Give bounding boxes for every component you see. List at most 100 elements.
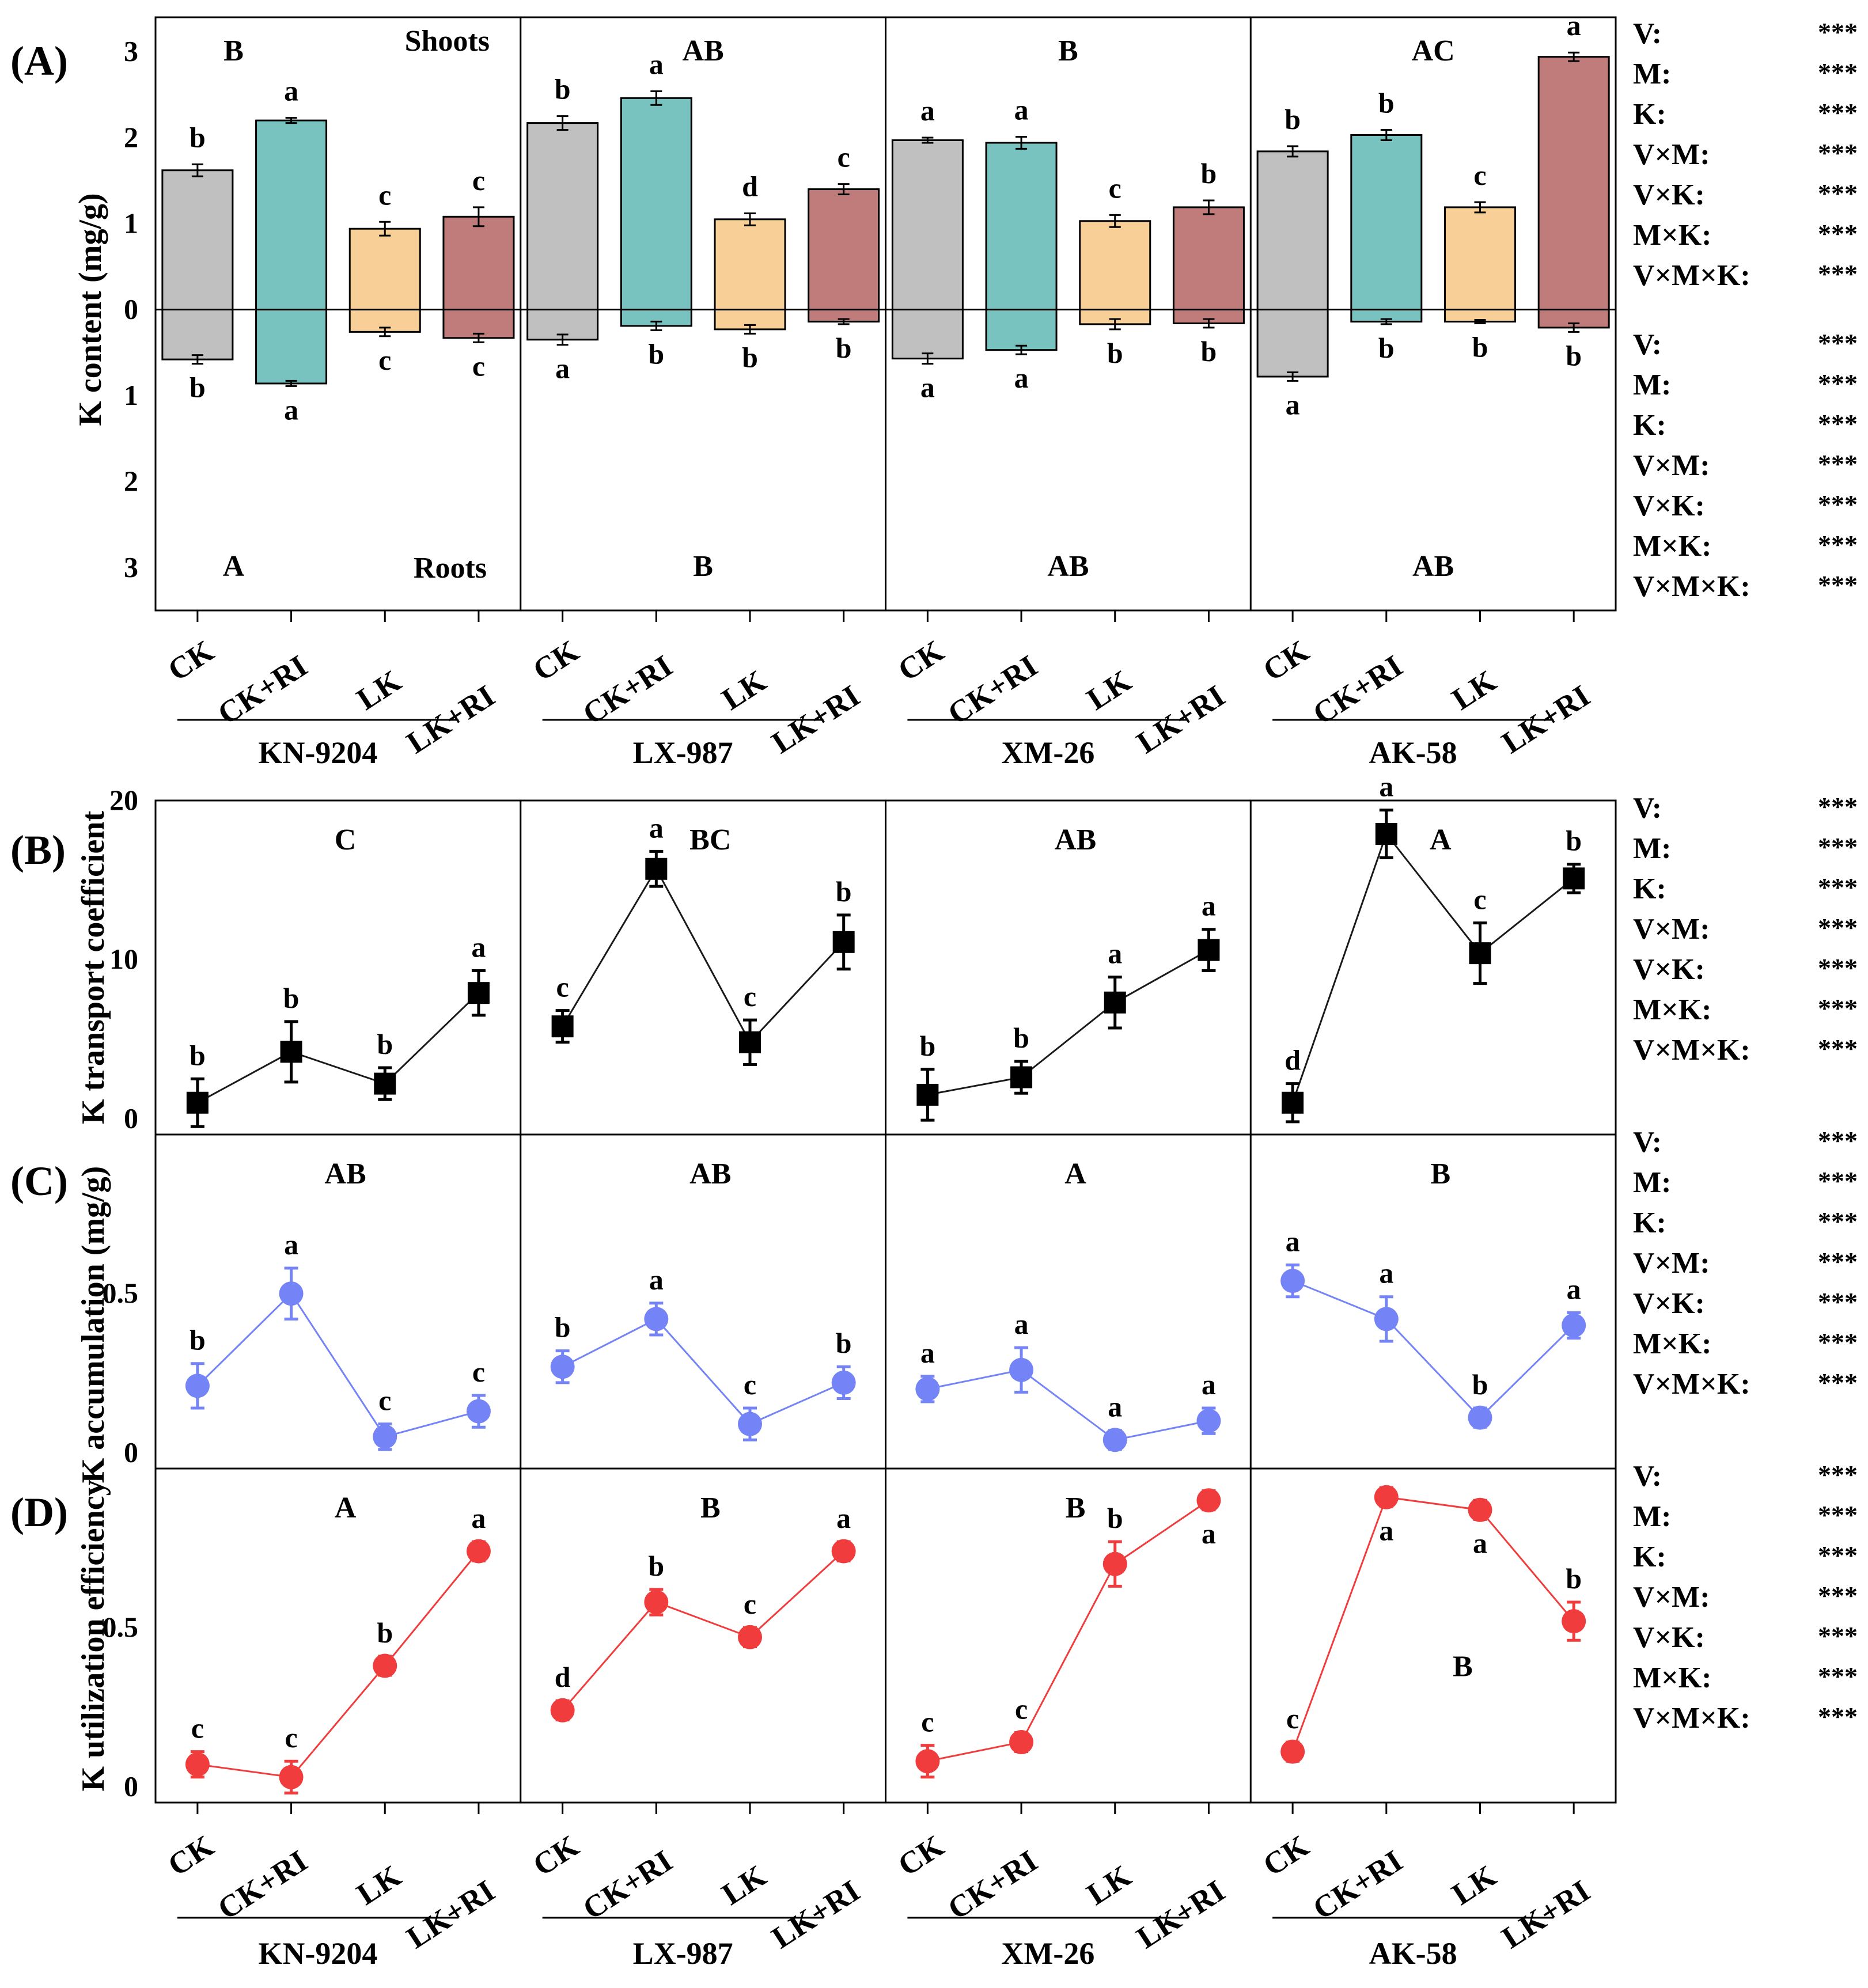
sig-letter: a <box>1202 1368 1216 1401</box>
panel-d-stat-label: V: <box>1633 1460 1662 1493</box>
panel-a-tick-label: 1 <box>124 207 138 239</box>
panel-a-xtick-label-ck-ri: CK+RI <box>211 648 313 731</box>
panel-a-xtick-label-ck: CK <box>527 633 585 688</box>
panel-a-variety-label-kn-9204: KN-9204 <box>258 735 377 770</box>
data-point-lx-987-ck-ri <box>644 1307 669 1331</box>
shoot-sig-letter: c <box>1473 159 1486 191</box>
sig-letter: d <box>1285 1044 1301 1076</box>
panel-a-variety-label-ak-58: AK-58 <box>1369 735 1457 770</box>
panel-d-tick-label: 0 <box>124 1770 138 1802</box>
sig-letter: b <box>377 1028 393 1060</box>
data-point-ak-58-lk-ri <box>1563 867 1585 890</box>
panel-d-stat-value: *** <box>1818 1621 1858 1651</box>
sig-letter: b <box>1013 1022 1029 1054</box>
data-point-ak-58-lk <box>1468 1497 1492 1522</box>
panel-a-roots-stat-value: *** <box>1818 409 1858 438</box>
data-point-lx-987-ck <box>551 1015 574 1038</box>
panel-d-stat-label: M: <box>1633 1500 1671 1533</box>
sig-letter: b <box>836 875 852 908</box>
panel-a-roots-stat-label: V: <box>1633 328 1662 361</box>
data-point-xm-26-lk <box>1102 1428 1127 1452</box>
panel-d-stat-label: V×M: <box>1633 1581 1710 1614</box>
root-group-letter: A <box>223 550 245 583</box>
data-point-ak-58-ck <box>1282 1091 1304 1114</box>
panel-b-stat-label: V×M: <box>1633 913 1710 946</box>
sig-letter: b <box>919 1030 935 1062</box>
shoot-sig-letter: a <box>920 94 935 127</box>
panel-d-stat-label: K: <box>1633 1541 1666 1573</box>
data-point-lx-987-lk-ri <box>832 931 855 953</box>
panel-a-shoots-stat-label: M×K: <box>1633 219 1711 252</box>
panel-d-xtick-label-lk: LK <box>351 1858 407 1912</box>
sig-letter: a <box>1379 1514 1393 1546</box>
root-bar-kn-9204-ck <box>161 309 234 361</box>
sig-letter: a <box>284 1228 298 1261</box>
data-point-ak-58-lk <box>1468 1405 1492 1430</box>
panel-b-stat-value: *** <box>1818 993 1858 1023</box>
panel-a-shoots-stat-value: *** <box>1818 58 1858 87</box>
sig-letter: a <box>1014 1308 1029 1340</box>
panel-d-xtick-label-lk-ri: LK+RI <box>400 1873 501 1955</box>
data-point-lx-987-ck-ri <box>645 858 668 880</box>
panel-c-ylabel: K accumulation (mg/g) <box>75 1166 111 1484</box>
root-sig-letter: c <box>472 350 485 382</box>
panel-a-shoots-stat-value: *** <box>1818 259 1858 289</box>
sig-letter: b <box>1566 824 1582 856</box>
panel-d-stat-value: *** <box>1818 1702 1858 1731</box>
panel-a-shoots-stat-value: *** <box>1818 98 1858 127</box>
panel-a-tick-label: 1 <box>124 379 138 411</box>
panel-a-tick-label: 2 <box>124 465 138 497</box>
group-letter: A <box>335 1492 357 1524</box>
shoot-sig-letter: a <box>1567 9 1581 41</box>
root-bar-kn-9204-ck-ri <box>255 309 328 385</box>
panel-c-tick-label: 0 <box>124 1436 138 1468</box>
panel-d-xtick-label-lk-ri: LK+RI <box>1131 1873 1231 1955</box>
panel-a-xtick-label-ck: CK <box>162 633 220 688</box>
shoots-label: Shoots <box>405 25 490 58</box>
panel-b-stat-label: V×M×K: <box>1633 1034 1750 1067</box>
shoot-group-letter: B <box>223 35 244 67</box>
root-bar-xm-26-ck <box>891 309 964 360</box>
panel-d-stat-value: *** <box>1818 1460 1858 1489</box>
panel-d-variety-label-ak-58: AK-58 <box>1369 1936 1457 1971</box>
data-point-kn-9204-ck-ri <box>279 1281 304 1306</box>
series-line-ak-58 <box>1292 1280 1575 1419</box>
shoot-sig-letter: c <box>838 141 850 173</box>
shoot-bar-lx-987-lk-ri <box>808 188 880 311</box>
root-sig-letter: a <box>1286 388 1300 420</box>
data-point-lx-987-lk <box>737 1412 762 1436</box>
root-sig-letter: a <box>920 371 935 404</box>
panel-b-stat-label: V×K: <box>1633 953 1705 986</box>
panel-a-shoots-stat-label: K: <box>1633 98 1666 131</box>
panel-d-stat-value: *** <box>1818 1541 1858 1570</box>
data-point-lx-987-ck <box>550 1698 575 1723</box>
panel-d-xtick-label-lk-ri: LK+RI <box>766 1873 866 1955</box>
data-point-lx-987-ck-ri <box>644 1590 669 1614</box>
panel-d-xtick-label-ck-ri: CK+RI <box>577 1843 679 1926</box>
root-sig-letter: b <box>190 371 206 404</box>
panel-d-xtick-label-lk-ri: LK+RI <box>1495 1873 1596 1955</box>
group-letter: AB <box>1055 824 1096 856</box>
shoot-bar-xm-26-ck-ri <box>985 142 1058 311</box>
data-point-kn-9204-lk-ri <box>466 1399 491 1424</box>
data-point-kn-9204-lk-ri <box>466 1539 491 1564</box>
sig-letter: b <box>836 1327 852 1359</box>
sig-letter: a <box>649 811 664 844</box>
sig-letter: a <box>1108 938 1122 970</box>
group-letter: AB <box>324 1158 366 1190</box>
data-point-lx-987-lk <box>737 1625 762 1649</box>
shoot-sig-letter: b <box>1201 157 1217 189</box>
shoot-sig-letter: b <box>1285 103 1301 135</box>
root-bar-xm-26-ck-ri <box>985 309 1058 351</box>
panel-a-xtick-label-ck: CK <box>892 633 950 688</box>
panel-b-stat-label: V: <box>1633 792 1662 825</box>
shoot-sig-letter: a <box>284 75 298 107</box>
data-point-lx-987-lk <box>738 1031 761 1053</box>
panel-label-b: (B) <box>10 827 66 873</box>
root-sig-letter: b <box>1201 335 1217 367</box>
shoot-sig-letter: c <box>1109 172 1121 204</box>
data-point-xm-26-ck-ri <box>1010 1066 1033 1088</box>
panel-c-stat-label: V×K: <box>1633 1287 1705 1320</box>
panel-c-stat-value: *** <box>1818 1247 1858 1276</box>
